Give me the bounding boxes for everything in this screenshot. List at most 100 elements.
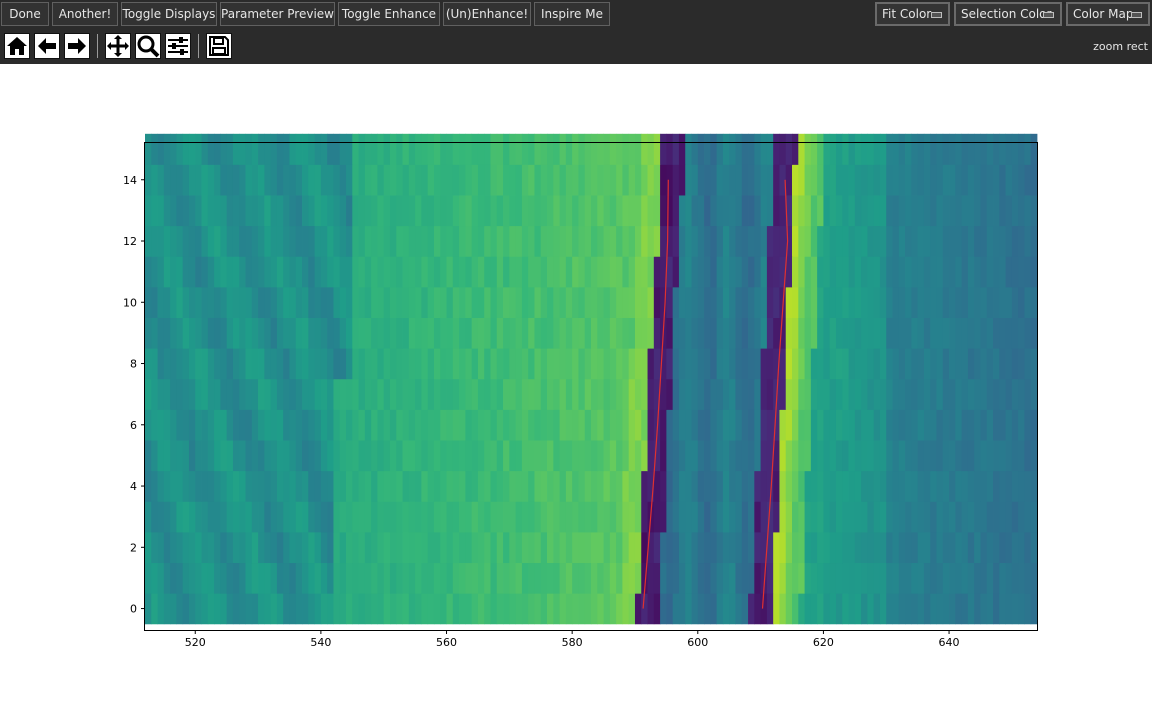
home-button[interactable]	[4, 33, 30, 59]
heatmap-cell	[942, 470, 950, 502]
heatmap-cell	[930, 531, 937, 564]
parameter-preview-button[interactable]: Parameter Preview	[220, 2, 335, 26]
heatmap-cell	[634, 195, 642, 227]
heatmap-cell	[383, 195, 391, 227]
heatmap-cell	[993, 531, 1000, 564]
heatmap-cell	[609, 164, 617, 196]
heatmap-cell	[741, 501, 749, 533]
heatmap-cell	[220, 286, 228, 318]
heatmap-cell	[716, 501, 724, 533]
heatmap-cell	[898, 286, 906, 318]
heatmap-cell	[496, 317, 504, 349]
heatmap-cell	[521, 440, 529, 472]
heatmap-cell	[283, 164, 290, 196]
heatmap-cell	[892, 378, 900, 410]
color-map-dropdown[interactable]: Color Map	[1066, 2, 1150, 26]
heatmap-cell	[898, 256, 906, 288]
heatmap-cell	[955, 562, 963, 594]
zoom-button[interactable]	[135, 33, 161, 59]
heatmap-cell	[383, 225, 391, 257]
heatmap-cell	[220, 440, 228, 472]
heatmap-cell	[346, 531, 353, 564]
heatmap-cell	[578, 440, 586, 472]
heatmap-cell	[283, 195, 290, 227]
heatmap-cell	[1018, 348, 1025, 380]
heatmap-cell	[188, 562, 196, 594]
toggle-enhance-button[interactable]: Toggle Enhance	[338, 2, 440, 26]
heatmap-cell	[289, 378, 297, 410]
heatmap-cell	[949, 348, 956, 380]
heatmap-cell	[459, 164, 466, 196]
heatmap-cell	[415, 593, 422, 625]
heatmap-cell	[810, 195, 818, 227]
toggle-displays-button[interactable]: Toggle Displays	[121, 2, 217, 26]
heatmap-cell	[503, 378, 510, 410]
heatmap-cell	[314, 256, 322, 288]
heatmap-cell	[402, 378, 410, 410]
heatmap-cell	[465, 286, 473, 318]
heatmap-cell	[584, 593, 592, 625]
heatmap-cell	[641, 409, 648, 441]
heatmap-cell	[220, 256, 228, 288]
heatmap-cell	[553, 501, 560, 533]
selection-color-dropdown[interactable]: Selection Color	[954, 2, 1062, 26]
heatmap-cell	[170, 286, 177, 318]
done-button[interactable]: Done	[1, 2, 49, 26]
heatmap-cell	[986, 531, 994, 564]
heatmap-cell	[974, 348, 981, 380]
heatmap-cell	[283, 501, 290, 533]
heatmap-cell	[704, 225, 711, 257]
heatmap-cell	[1018, 593, 1025, 625]
heatmap-cell	[226, 593, 234, 625]
heatmap-cell	[678, 440, 686, 472]
heatmap-cell	[534, 164, 542, 196]
save-button[interactable]	[206, 33, 232, 59]
heatmap-cell	[201, 531, 209, 564]
heatmap-cell	[389, 378, 397, 410]
back-button[interactable]	[34, 33, 60, 59]
inspire-me-button[interactable]: Inspire Me	[534, 2, 610, 26]
heatmap-cell	[741, 164, 749, 196]
heatmap-cell	[892, 593, 900, 625]
fit-color-dropdown[interactable]: Fit Color	[875, 2, 950, 26]
heatmap-cell	[798, 195, 805, 227]
heatmap-cell	[917, 470, 925, 502]
heatmap-cell	[433, 348, 441, 380]
heatmap-cell	[295, 531, 303, 564]
heatmap-cell	[471, 256, 479, 288]
heatmap-cell	[427, 195, 435, 227]
unenhance-button[interactable]: (Un)Enhance!	[443, 2, 531, 26]
heatmap-cell	[917, 593, 925, 625]
heatmap-cell	[188, 164, 196, 196]
heatmap-cell	[892, 348, 900, 380]
heatmap-cell	[1024, 317, 1032, 349]
heatmap-cell	[509, 378, 517, 410]
heatmap-cell	[258, 470, 265, 502]
heatmap-cell	[484, 378, 491, 410]
heatmap-cell	[1024, 286, 1032, 318]
another-button[interactable]: Another!	[52, 2, 118, 26]
heatmap-cell	[616, 501, 623, 533]
heatmap-cell	[578, 256, 586, 288]
configure-subplots-button[interactable]	[165, 33, 191, 59]
heatmap-cell	[490, 562, 498, 594]
heatmap-cell	[634, 133, 642, 165]
heatmap-cell	[302, 440, 309, 472]
heatmap-cell	[967, 562, 975, 594]
heatmap-cell	[835, 317, 843, 349]
heatmap-cell	[829, 440, 837, 472]
pan-button[interactable]	[105, 33, 131, 59]
heatmap-cell	[440, 593, 447, 625]
heatmap-cell	[704, 164, 711, 196]
heatmap-cell	[515, 133, 523, 165]
heatmap-cell	[835, 409, 843, 441]
heatmap-cell	[440, 562, 447, 594]
forward-button[interactable]	[64, 33, 90, 59]
heatmap-cell	[760, 593, 768, 625]
heatmap-cell	[685, 286, 692, 318]
heatmap-cell	[547, 378, 554, 410]
heatmap-cell	[779, 562, 787, 594]
heatmap-cell	[352, 501, 359, 533]
heatmap-cell	[603, 225, 611, 257]
